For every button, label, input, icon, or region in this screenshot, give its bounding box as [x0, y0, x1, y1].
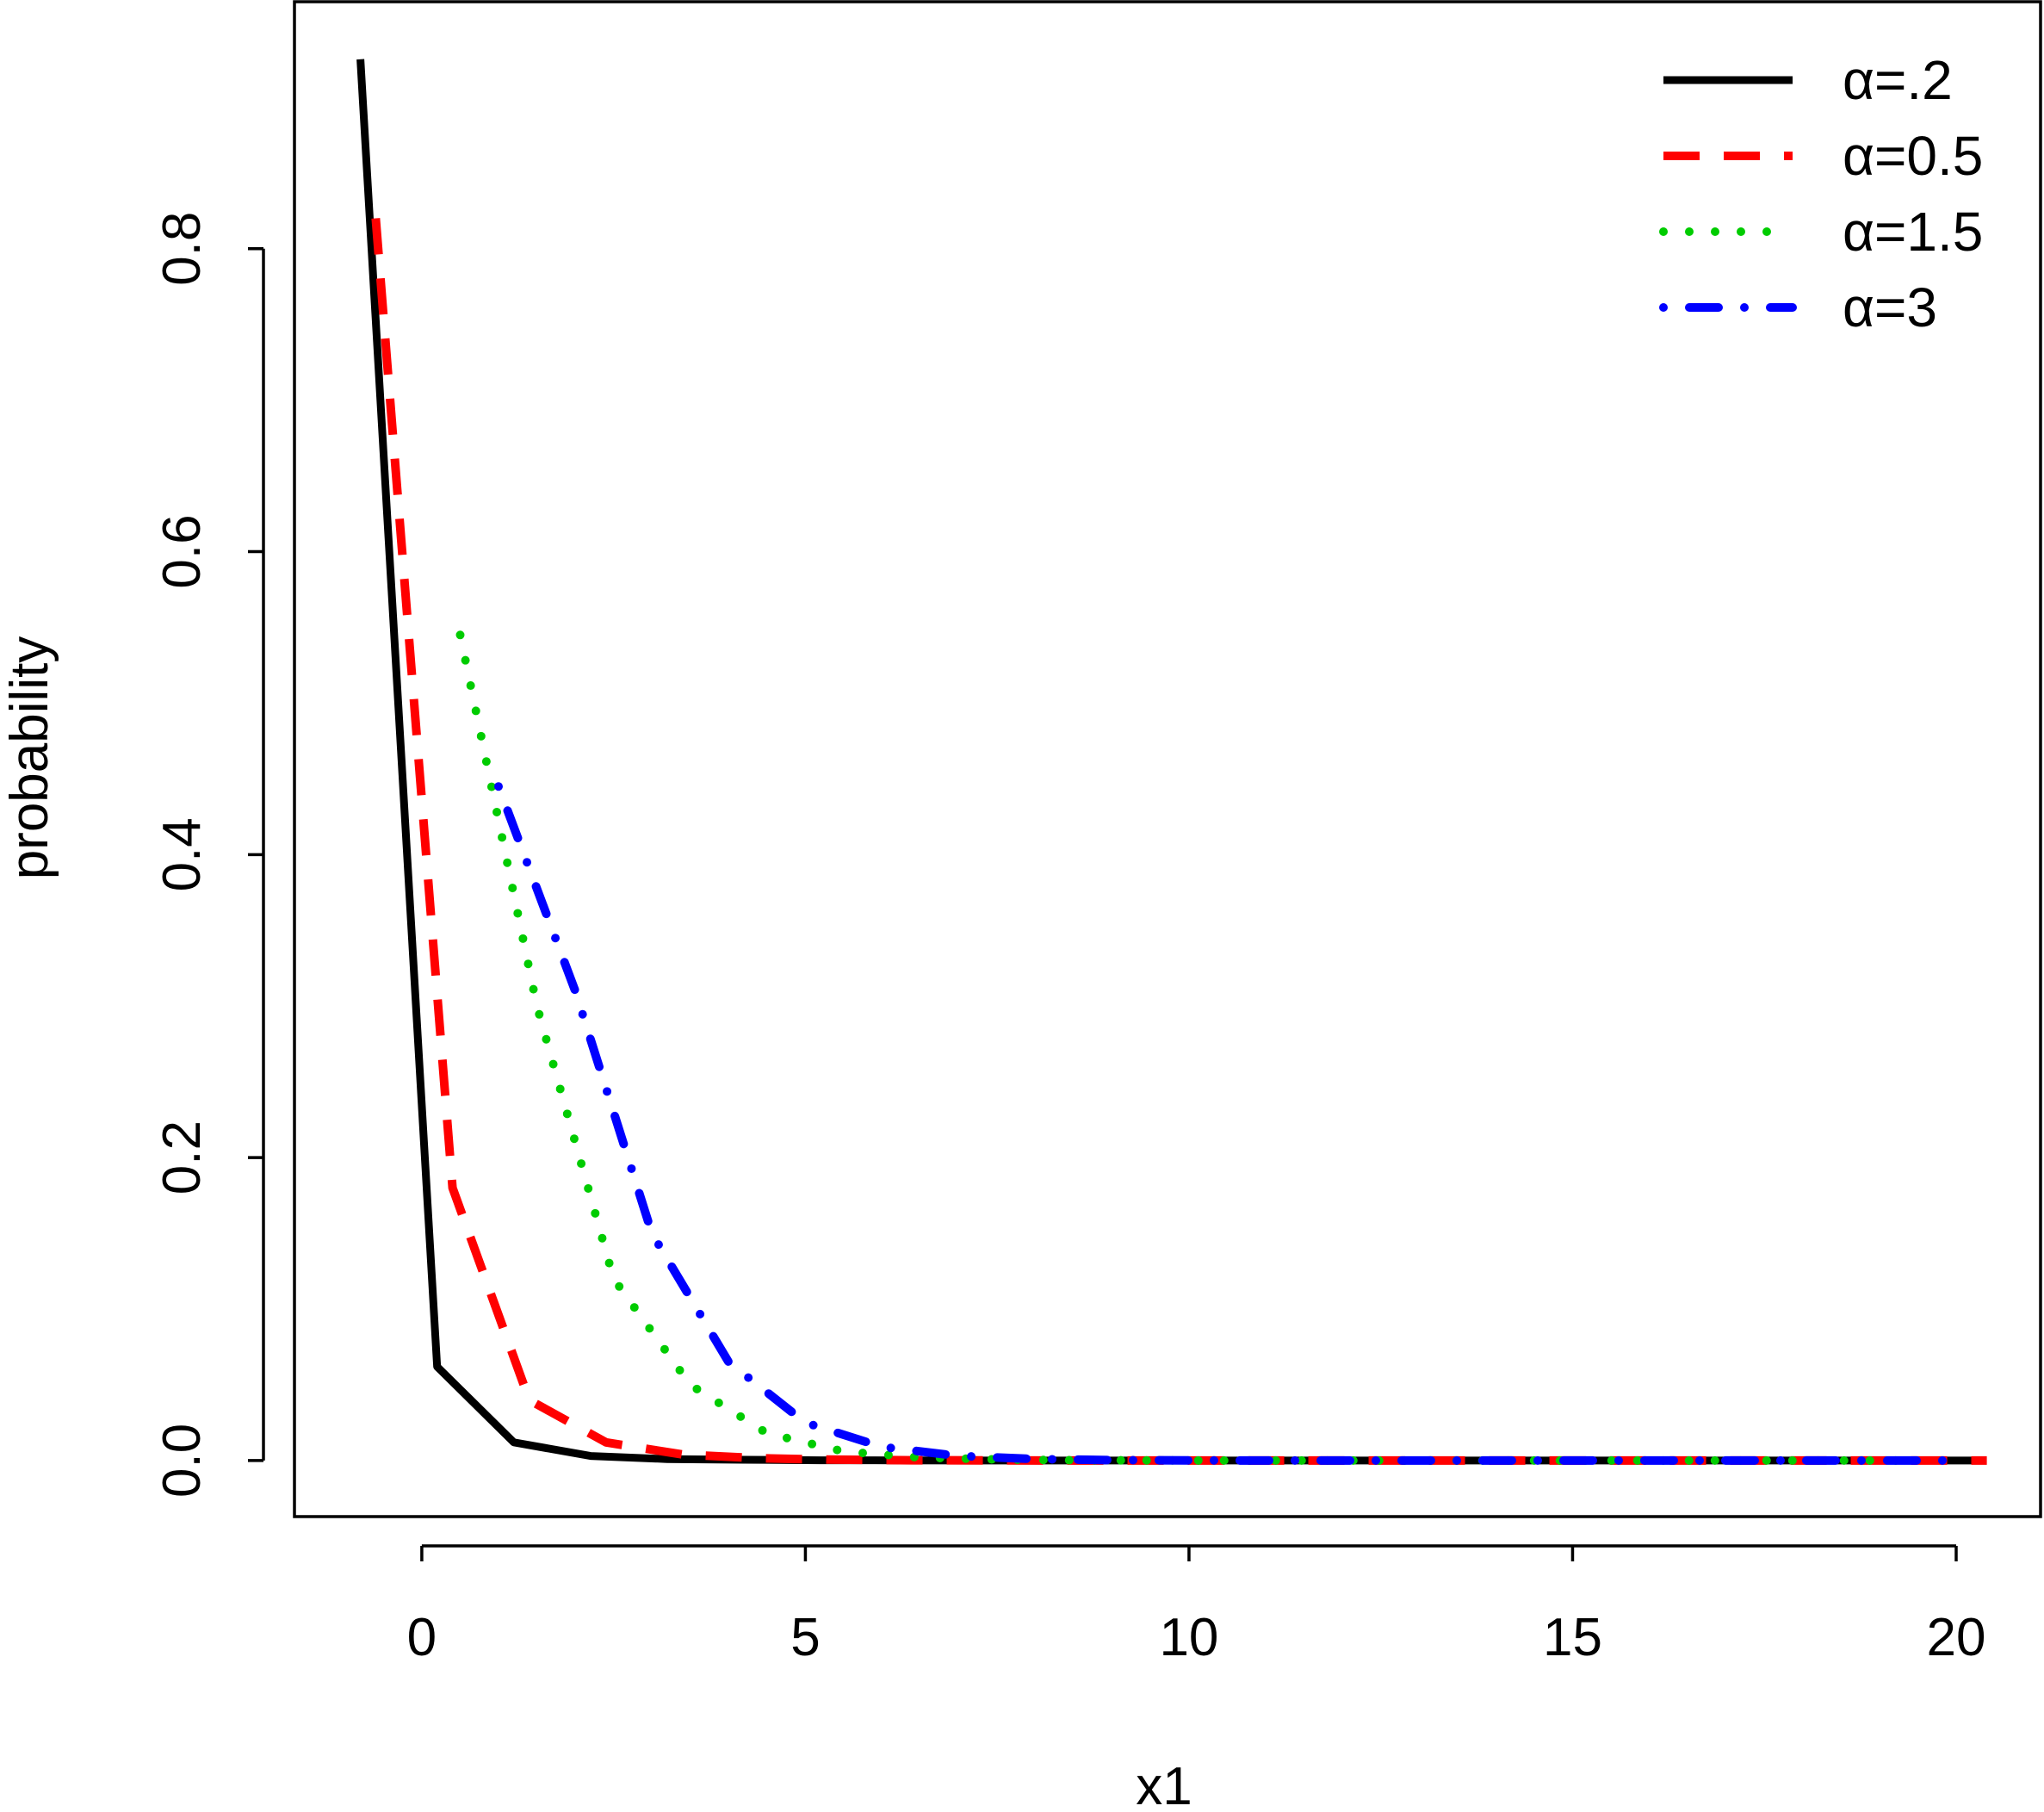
y-tick-label: 0.6 — [152, 514, 212, 588]
x-tick-label: 0 — [407, 1608, 437, 1667]
x-tick-label: 5 — [790, 1608, 820, 1667]
legend-label-2: α=0.5 — [1843, 125, 1983, 187]
y-tick-label: 0.8 — [152, 212, 212, 286]
legend: α=.2 α=0.5 α=1.5 α=3 — [1659, 49, 1983, 338]
y-axis-label: probability — [0, 636, 59, 880]
y-tick-label: 0.2 — [152, 1120, 212, 1195]
legend-label-1: α=.2 — [1843, 49, 1953, 111]
series-layer — [356, 59, 1987, 1465]
legend-label-3: α=1.5 — [1843, 201, 1983, 263]
y-axis: 0.0 0.2 0.4 0.6 0.8 — [152, 212, 265, 1498]
x-tick-label: 20 — [1927, 1608, 1986, 1667]
plot-frame — [293, 0, 2042, 1518]
y-tick-label: 0.4 — [152, 817, 212, 891]
x-axis: 0 5 10 15 20 — [407, 1544, 1986, 1667]
x-axis-label: x1 — [1136, 1757, 1192, 1812]
x-tick-label: 15 — [1543, 1608, 1602, 1667]
legend-label-4: α=3 — [1843, 276, 1937, 338]
y-tick-label: 0.0 — [152, 1424, 212, 1498]
x-tick-label: 10 — [1159, 1608, 1218, 1667]
